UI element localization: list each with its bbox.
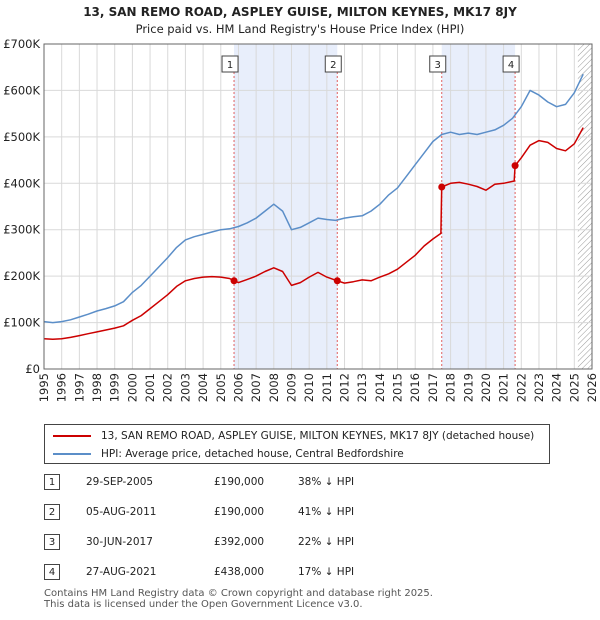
transaction-number: 1 [44,474,60,490]
legend-label-property: 13, SAN REMO ROAD, ASPLEY GUISE, MILTON … [101,430,535,442]
x-tick-label: 2020 [479,373,493,402]
transaction-point [438,183,446,191]
transaction-point [511,162,519,170]
x-tick-label: 1998 [90,373,104,402]
transaction-hpi-diff: 41% ↓ HPI [298,506,355,518]
transaction-number: 4 [44,564,60,580]
transaction-label-box [221,55,239,73]
property-series-line [43,127,584,341]
transaction-price: £190,000 [214,506,265,518]
ownership-period-shade [441,44,516,369]
y-tick-label: £100K [3,316,40,330]
footer-copyright: Contains HM Land Registry data © Crown c… [44,588,433,599]
transaction-label: 4 [508,60,514,71]
x-tick-label: 2021 [497,373,511,402]
y-tick-label: £600K [3,83,40,97]
x-tick-label: 2026 [585,373,599,402]
transaction-point [333,277,341,285]
x-tick-label: 2000 [125,373,139,402]
x-tick-label: 2011 [320,373,334,402]
transaction-date: 27-AUG-2021 [86,566,157,578]
x-tick-label: 2009 [284,373,298,402]
transaction-number: 3 [44,534,60,550]
x-tick-label: 2008 [267,373,281,402]
x-tick-label: 2013 [355,373,369,402]
x-tick-label: 2015 [391,373,405,402]
footer: Contains HM Land Registry data © Crown c… [44,588,433,610]
x-tick-label: 2022 [514,373,528,402]
x-tick-label: 2001 [143,373,157,402]
x-tick-label: 2025 [567,373,581,402]
x-tick-label: 1997 [72,373,86,402]
table-row: 2 05-AUG-2011 £190,000 41% ↓ HPI [44,504,564,522]
transaction-date: 05-AUG-2011 [86,506,157,518]
y-tick-label: £200K [3,269,40,283]
x-tick-label: 2012 [338,373,352,402]
x-tick-label: 2014 [373,373,387,402]
y-tick-label: £700K [3,37,40,51]
transaction-label-box [324,55,342,73]
x-tick-label: 2003 [178,373,192,402]
plot-area: 1 2 3 4 £0 £100K £200K £300K £400K £500K £600K £700… [3,37,599,402]
transaction-label: 3 [435,60,441,71]
legend-item-hpi: HPI: Average price, detached house, Cent… [53,446,404,462]
chart-subtitle: Price paid vs. HM Land Registry's House … [136,22,465,36]
x-tick-label: 2002 [161,373,175,402]
legend-swatch-hpi [53,453,91,455]
y-tick-label: £500K [3,130,40,144]
transaction-hpi-diff: 22% ↓ HPI [298,536,355,548]
price-chart: 13, SAN REMO ROAD, ASPLEY GUISE, MILTON … [3,5,599,402]
legend-swatch-property [53,435,91,437]
x-tick-label: 1999 [108,373,122,402]
transaction-point [230,277,238,285]
x-tick-label: 1996 [55,373,69,402]
forecast-hatch [577,44,592,369]
legend-label-hpi: HPI: Average price, detached house, Cent… [101,448,404,460]
x-tick-label: 2006 [231,373,245,402]
transaction-hpi-diff: 17% ↓ HPI [298,566,355,578]
table-row: 4 27-AUG-2021 £438,000 17% ↓ HPI [44,564,564,582]
table-row: 1 29-SEP-2005 £190,000 38% ↓ HPI [44,474,564,492]
transaction-price: £392,000 [214,536,265,548]
y-tick-label: £300K [3,223,40,237]
transaction-date: 29-SEP-2005 [86,476,154,488]
chart-title: 13, SAN REMO ROAD, ASPLEY GUISE, MILTON … [83,5,517,19]
transaction-hpi-diff: 38% ↓ HPI [298,476,355,488]
y-tick-label: £400K [3,176,40,190]
x-tick-label: 2017 [426,373,440,402]
x-tick-label: 2010 [302,373,316,402]
legend-item-property: 13, SAN REMO ROAD, ASPLEY GUISE, MILTON … [53,428,534,444]
x-tick-label: 2016 [408,373,422,402]
x-tick-label: 1995 [37,373,51,402]
y-tick-label: £0 [25,362,40,376]
x-tick-label: 2007 [249,373,263,402]
footer-licence: This data is licensed under the Open Gov… [44,599,363,610]
plot-border [43,43,593,370]
transaction-label: 1 [227,60,233,71]
legend: 13, SAN REMO ROAD, ASPLEY GUISE, MILTON … [44,424,550,464]
hpi-series-line [43,73,584,324]
x-tick-label: 2023 [532,373,546,402]
transaction-label-box [502,55,520,73]
x-tick-label: 2004 [196,373,210,402]
transaction-price: £190,000 [214,476,265,488]
x-tick-label: 2019 [461,373,475,402]
transaction-price: £438,000 [214,566,265,578]
x-tick-label: 2005 [214,373,228,402]
transaction-date: 30-JUN-2017 [86,536,153,548]
transaction-number: 2 [44,504,60,520]
x-tick-label: 2024 [550,373,564,402]
table-row: 3 30-JUN-2017 £392,000 22% ↓ HPI [44,534,564,552]
transaction-label: 2 [330,60,336,71]
transaction-label-box [429,55,447,73]
x-tick-label: 2018 [444,373,458,402]
ownership-period-shade [234,44,338,369]
